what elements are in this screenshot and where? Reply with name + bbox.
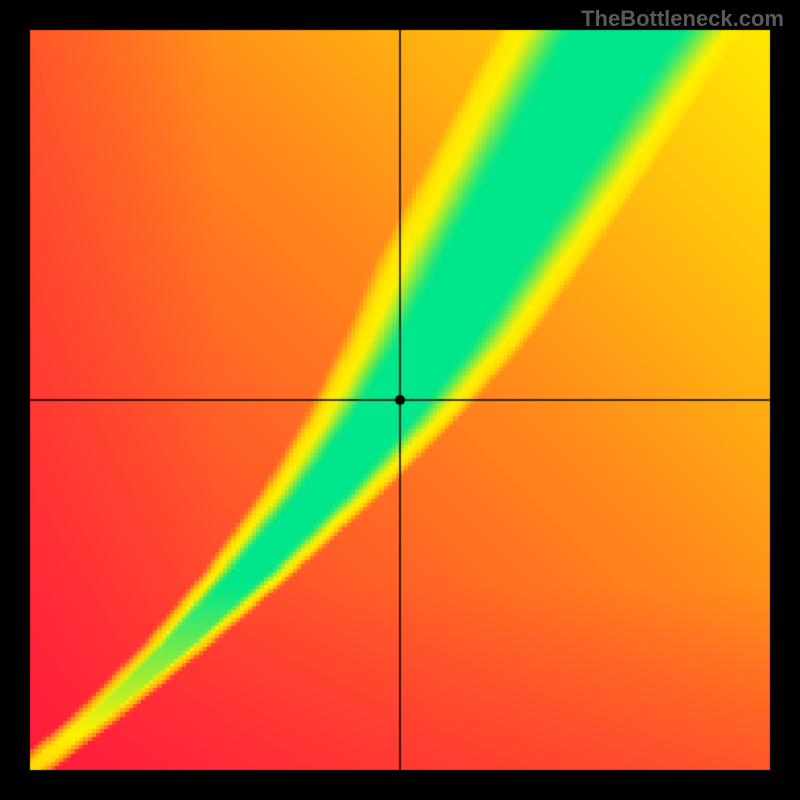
watermark-text: TheBottleneck.com	[581, 6, 784, 32]
chart-container: TheBottleneck.com	[0, 0, 800, 800]
heatmap-canvas	[0, 0, 800, 800]
